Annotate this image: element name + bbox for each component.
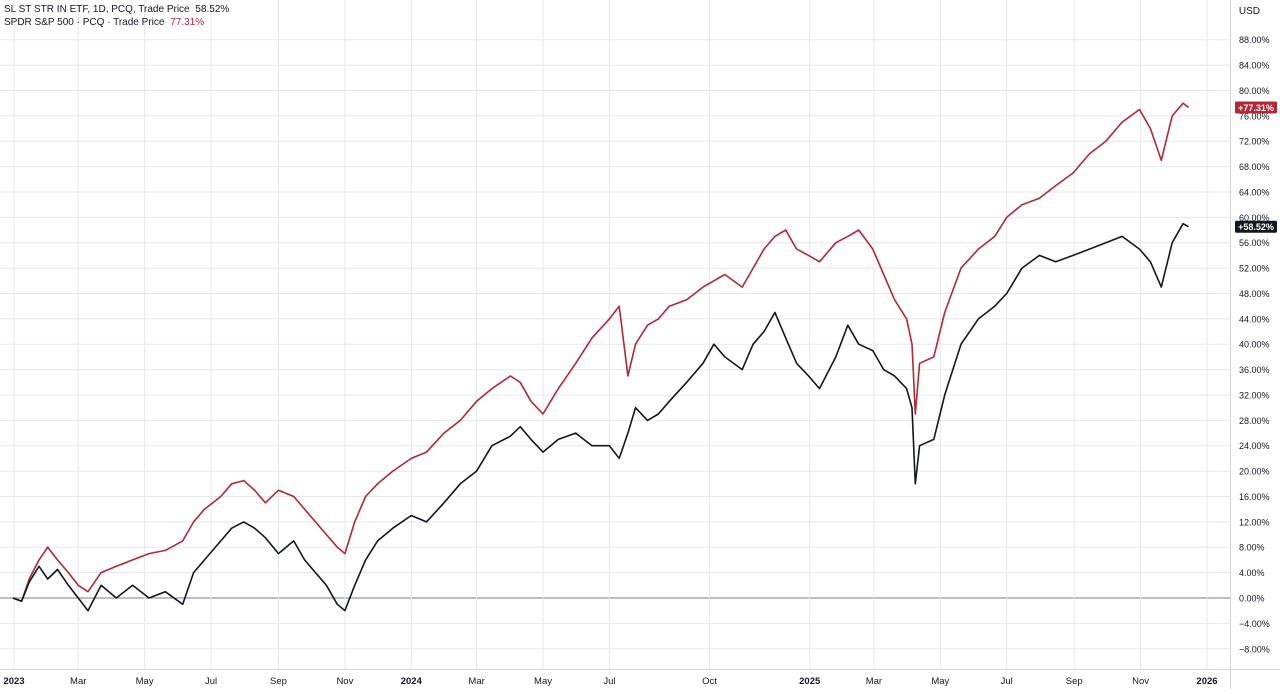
legend-row-series2[interactable]: SPDR S&P 500 · PCQ · Trade Price 77.31%: [4, 16, 229, 29]
y-tick-label: 24.00%: [1239, 441, 1270, 451]
y-tick-label: 72.00%: [1239, 137, 1270, 147]
y-tick-label: 8.00%: [1239, 543, 1265, 553]
last-value-badge-series2: [1235, 101, 1277, 114]
x-tick-label: Mar: [70, 676, 86, 687]
y-tick-label: 64.00%: [1239, 187, 1270, 197]
legend-row-series1[interactable]: SL ST STR IN ETF, 1D, PCQ, Trade Price 5…: [4, 3, 229, 16]
y-tick-label: 12.00%: [1239, 517, 1270, 527]
y-tick-label: 4.00%: [1239, 568, 1265, 578]
legend-series2-value: 77.31%: [170, 17, 205, 28]
series-line-sl-st-str[interactable]: [12, 222, 1189, 612]
y-tick-label: 80.00%: [1239, 86, 1270, 96]
y-tick-label: 52.00%: [1239, 264, 1270, 274]
y-tick-label: 16.00%: [1239, 492, 1270, 502]
x-tick-label: Nov: [336, 676, 353, 687]
y-tick-label: 36.00%: [1239, 365, 1270, 375]
series-line-spdr-sp500[interactable]: [12, 102, 1189, 602]
y-tick-label: −4.00%: [1239, 619, 1270, 629]
x-tick-label: Jul: [603, 676, 615, 687]
y-tick-label: 32.00%: [1239, 390, 1270, 400]
x-tick-label: May: [931, 676, 949, 687]
last-value-label-series2: +77.31%: [1238, 103, 1274, 113]
y-tick-label: 40.00%: [1239, 340, 1270, 350]
legend-series2-name: SPDR S&P 500 · PCQ · Trade Price: [4, 17, 165, 28]
x-tick-label: Nov: [1132, 676, 1149, 687]
y-tick-label: 88.00%: [1239, 35, 1270, 45]
y-tick-label: 84.00%: [1239, 61, 1270, 71]
x-tick-label: Jul: [1001, 676, 1013, 687]
currency-button[interactable]: USD: [1238, 6, 1260, 17]
y-tick-label: 44.00%: [1239, 314, 1270, 324]
y-tick-label: 0.00%: [1239, 594, 1265, 604]
y-tick-label: 68.00%: [1239, 162, 1270, 172]
y-tick-label: 20.00%: [1239, 467, 1270, 477]
x-tick-label: May: [534, 676, 552, 687]
x-tick-label: Oct: [702, 676, 717, 687]
x-tick-label: 2026: [1196, 676, 1217, 687]
x-tick-label: Mar: [468, 676, 484, 687]
x-tick-label: Sep: [270, 676, 287, 687]
y-tick-label: 28.00%: [1239, 416, 1270, 426]
x-tick-label: Mar: [866, 676, 882, 687]
y-tick-label: 56.00%: [1239, 238, 1270, 248]
x-tick-label: 2025: [799, 676, 821, 687]
x-tick-label: Jul: [205, 676, 217, 687]
legend-series1-name: SL ST STR IN ETF, 1D, PCQ, Trade Price: [4, 4, 190, 15]
y-tick-label: 48.00%: [1239, 289, 1270, 299]
last-value-label-series1: +58.52%: [1238, 222, 1274, 232]
y-tick-label: −8.00%: [1239, 644, 1270, 654]
chart-legend: SL ST STR IN ETF, 1D, PCQ, Trade Price 5…: [4, 3, 229, 29]
y-tick-label: 76.00%: [1239, 111, 1270, 121]
y-tick-label: 60.00%: [1239, 213, 1270, 223]
x-tick-label: 2024: [401, 676, 423, 687]
last-value-badge-series1: [1235, 220, 1277, 233]
legend-series1-value: 58.52%: [195, 4, 230, 15]
x-tick-label: Sep: [1066, 676, 1083, 687]
x-tick-label: May: [136, 676, 154, 687]
x-tick-label: 2023: [3, 676, 24, 687]
